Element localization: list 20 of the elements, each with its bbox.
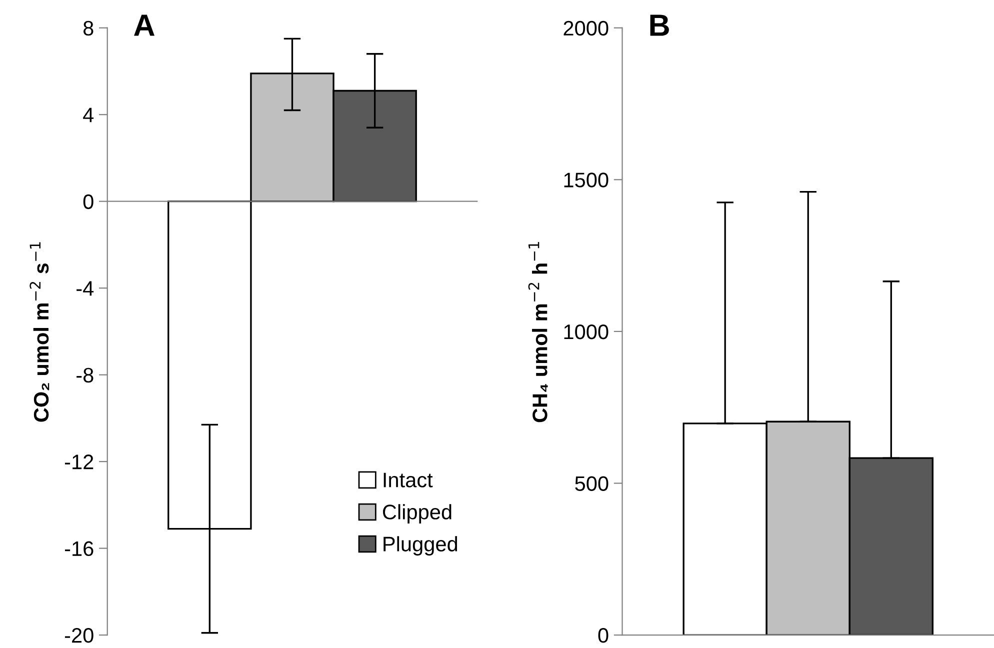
y-tick-label: 2000	[564, 20, 608, 36]
y-tick-label: -20	[64, 628, 94, 643]
y-tick-label: 500	[575, 476, 608, 491]
y-axis-title: CH₄ umol m$^{−2}$ h$^{−1}$	[528, 242, 548, 422]
y-tick-label: 0	[83, 194, 94, 210]
y-tick-label: -16	[64, 541, 94, 556]
y-tick-label: -8	[76, 368, 94, 383]
legend-label: Plugged	[384, 536, 458, 556]
legend-label: Intact	[384, 472, 433, 488]
y-tick-label: 1500	[564, 172, 608, 188]
legend-label: Clipped	[382, 504, 452, 524]
y-axis-title: CO₂ umol m$^{−2}$ s$^{−1}$	[30, 242, 50, 422]
y-tick-label: 8	[83, 20, 94, 36]
y-tick-label: 1000	[564, 324, 608, 340]
y-tick-label: 4	[83, 108, 94, 122]
chart-title: B	[650, 14, 669, 36]
y-tick-label: -12	[64, 454, 94, 470]
chart-title: A	[134, 14, 154, 36]
y-tick-label: 0	[598, 628, 608, 643]
y-tick-label: -4	[76, 281, 94, 296]
